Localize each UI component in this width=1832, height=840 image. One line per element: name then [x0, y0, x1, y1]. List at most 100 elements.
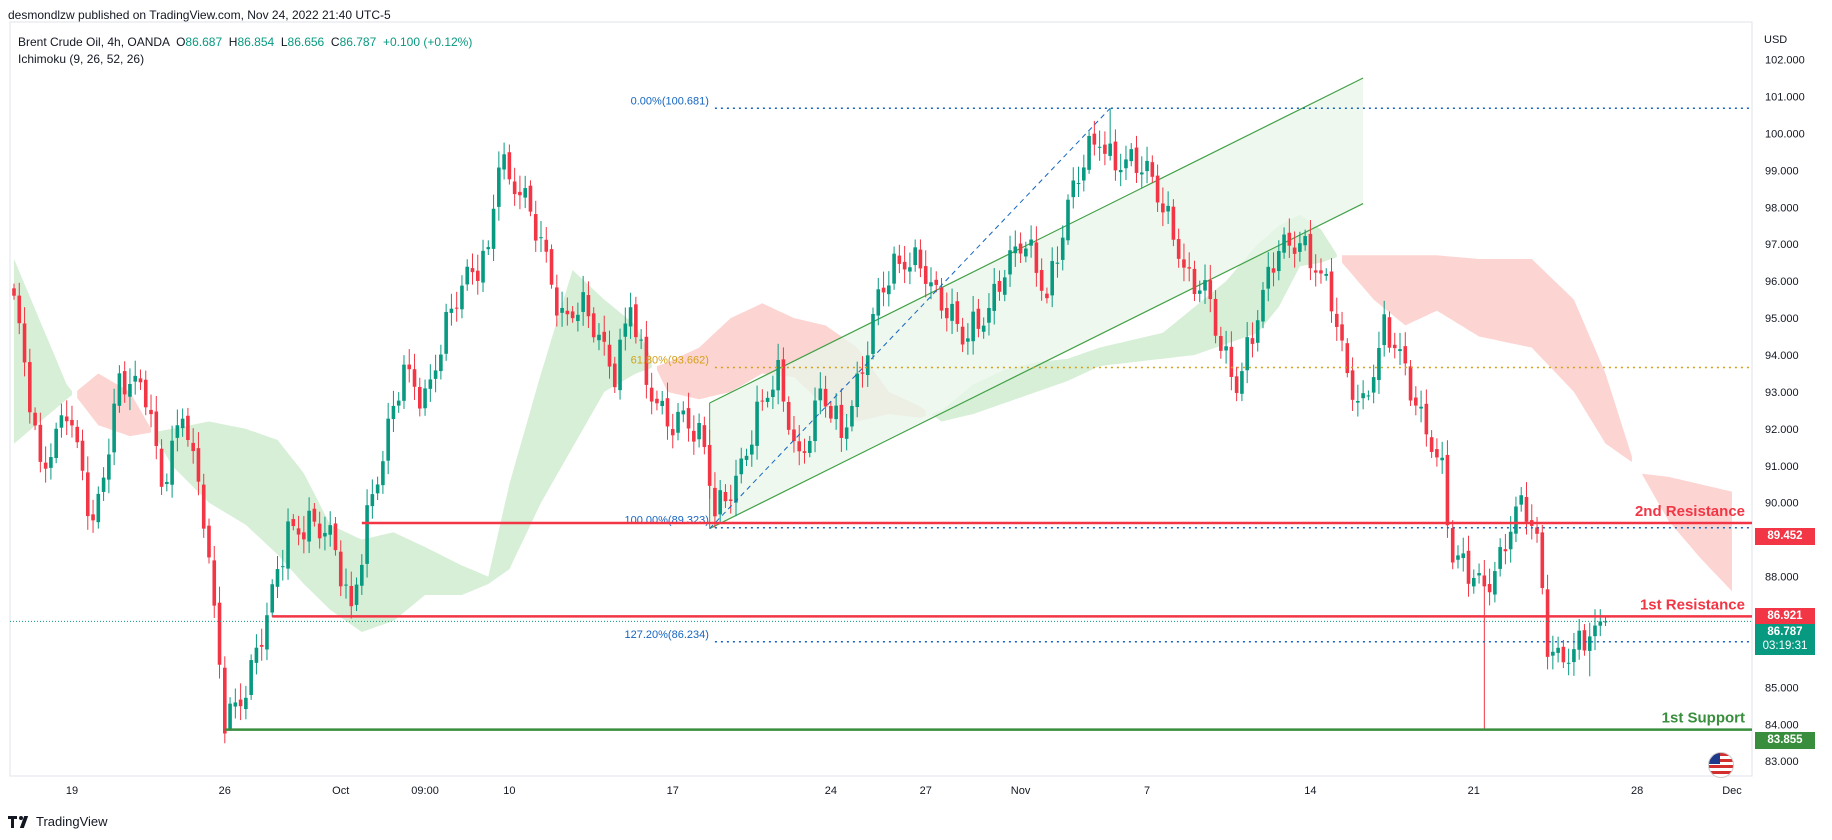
x-tick-label: 26: [219, 785, 231, 797]
low-label: L: [280, 35, 288, 49]
candle-up: [581, 292, 585, 312]
candle-up: [1203, 280, 1207, 291]
kumo-bull-segment: [14, 259, 72, 444]
candle-down: [549, 249, 554, 285]
candle-down: [407, 364, 412, 370]
candle-up: [818, 388, 823, 401]
channel-lower-line: [709, 203, 1364, 530]
symbol-legend[interactable]: Brent Crude Oil, 4h, OANDA O86.687 H86.8…: [18, 35, 472, 49]
candle-up: [744, 455, 749, 460]
candle-up: [391, 405, 396, 420]
candle-up: [1398, 349, 1402, 352]
candle-up: [1440, 457, 1444, 461]
candle-down: [1466, 550, 1471, 584]
candle-down: [80, 440, 85, 471]
candle-up: [449, 308, 454, 313]
candle-down: [417, 386, 422, 409]
candle-up: [929, 282, 933, 287]
x-tick-label: 24: [825, 785, 837, 797]
indicator-legend[interactable]: Ichimoku (9, 26, 52, 26): [18, 52, 145, 66]
y-tick-label: 85.000: [1765, 682, 1799, 694]
candle-up: [1002, 277, 1007, 295]
tradingview-brand[interactable]: TradingView: [8, 814, 108, 829]
candle-up: [623, 323, 628, 337]
y-tick-label: 101.000: [1765, 91, 1805, 103]
candle-down: [607, 344, 612, 367]
candle-up: [981, 325, 986, 332]
candle-down: [259, 644, 264, 647]
candle-down: [533, 214, 538, 241]
candle-down: [1329, 271, 1334, 312]
candle-up: [133, 375, 138, 382]
open-label: O: [176, 35, 186, 49]
candle-down: [1540, 532, 1545, 588]
low-value: 86.656: [287, 35, 325, 49]
candle-up: [539, 237, 543, 239]
candle-up: [481, 250, 485, 283]
x-tick-label: 09:00: [411, 785, 439, 797]
candle-down: [143, 379, 148, 408]
candle-up: [1593, 625, 1597, 637]
candle-up: [1008, 250, 1012, 275]
candle-down: [786, 402, 791, 430]
candle-down: [665, 398, 670, 427]
candle-up: [96, 493, 101, 523]
candle-down: [1134, 147, 1139, 173]
candle-down: [312, 508, 317, 522]
candle-up: [1577, 630, 1581, 650]
channel-fill: [709, 78, 1364, 529]
candle-down: [1155, 175, 1160, 203]
candle-down: [17, 295, 22, 324]
candle-up: [850, 405, 854, 427]
candle-up: [381, 461, 385, 486]
candle-up: [497, 167, 501, 207]
candle-down: [918, 249, 923, 269]
candle-up: [1356, 400, 1360, 403]
candle-down: [565, 310, 570, 315]
level-label: 1st Support: [1662, 710, 1745, 727]
candle-down: [1219, 336, 1223, 351]
candle-up: [249, 660, 253, 695]
candle-up: [439, 354, 443, 372]
candle-down: [792, 429, 796, 442]
kumo-bull-segment: [931, 214, 1337, 422]
candle-down: [1045, 293, 1049, 299]
candle-up: [402, 364, 406, 401]
y-tick-label: 84.000: [1765, 719, 1799, 731]
us-flag-icon[interactable]: [1708, 752, 1734, 778]
candle-up: [1060, 237, 1065, 260]
kumo-bear-segment: [1342, 255, 1632, 463]
candle-down: [1034, 242, 1039, 273]
close-value: 86.787: [339, 35, 377, 49]
candle-down: [649, 387, 654, 402]
candle-down: [544, 239, 549, 252]
candle-up: [486, 247, 491, 250]
resistance1-price-tag: 86.921: [1755, 608, 1815, 625]
symbol-name[interactable]: Brent Crude Oil, 4h, OANDA: [18, 35, 170, 49]
fib-level-label: 61.80%(93.662): [631, 354, 709, 366]
candle-up: [1377, 347, 1381, 380]
candle-down: [1482, 575, 1487, 587]
candle-down: [602, 331, 607, 342]
candle-down: [797, 441, 802, 452]
candle-up: [1461, 553, 1466, 559]
candle-up: [908, 267, 912, 272]
candle-up: [1551, 651, 1555, 656]
candle-down: [686, 408, 691, 429]
candle-down: [302, 532, 306, 540]
candle-down: [28, 362, 32, 413]
candle-down: [692, 430, 696, 442]
candle-down: [1213, 298, 1218, 336]
level-label: 1st Resistance: [1640, 596, 1745, 613]
candle-up: [1566, 662, 1571, 664]
candle-up: [1508, 531, 1513, 550]
candle-up: [1477, 573, 1481, 576]
candle-down: [512, 181, 517, 195]
candle-down: [860, 372, 865, 374]
candle-down: [1503, 549, 1508, 552]
currency-label[interactable]: USD: [1764, 34, 1788, 46]
candle-down: [291, 519, 296, 527]
candle-down: [760, 400, 765, 402]
candle-down: [1208, 280, 1213, 300]
